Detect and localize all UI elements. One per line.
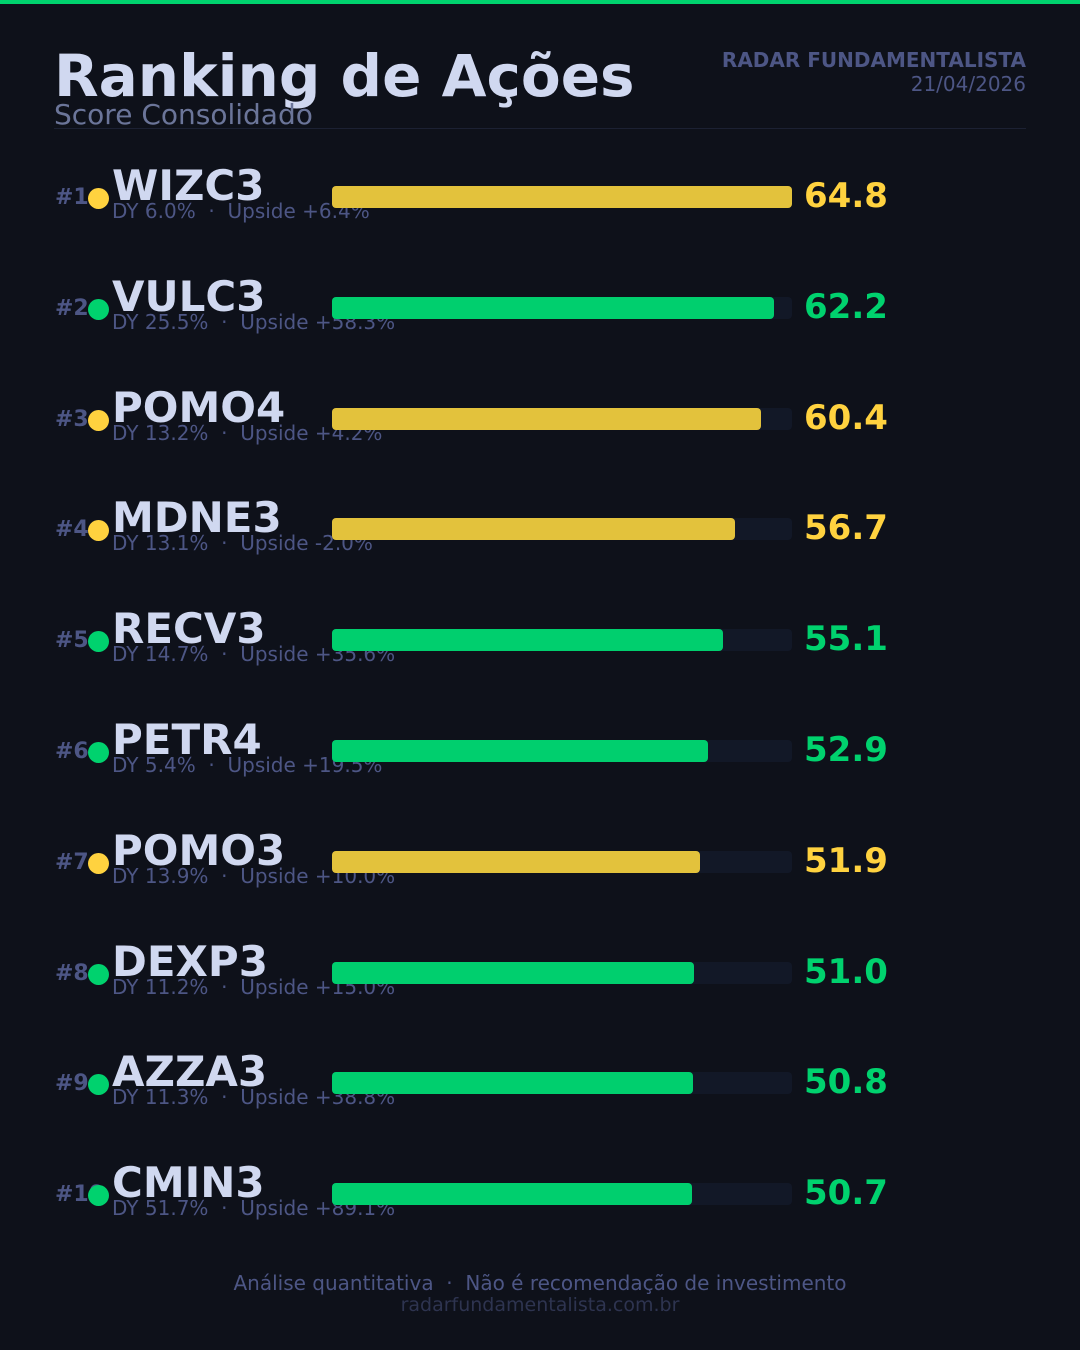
footer-disclaimer: Análise quantitativa · Não é recomendaçã… [233, 1271, 847, 1295]
ticker-label: VULC3 [112, 271, 266, 321]
page-title: Ranking de Ações [54, 42, 635, 110]
score-bar-fill [332, 518, 735, 541]
score-value: 55.1 [804, 619, 888, 660]
status-dot-icon [88, 1074, 109, 1096]
dy-upside-label: DY 5.4% · Upside +19.5% [112, 753, 383, 777]
score-bar-fill [332, 740, 708, 762]
dy-upside-label: DY 13.2% · Upside +4.2% [112, 420, 383, 445]
ticker-label: DEXP3 [112, 936, 268, 986]
ranking-row: #3 POMO4 DY 13.2% · Upside +4.2% 60.4 [0, 380, 1080, 460]
ranking-row: #10 CMIN3 DY 51.7% · Upside +89.1% 50.7 [0, 1155, 1080, 1235]
score-bar-track [332, 850, 792, 873]
rank-label: #6 [55, 739, 89, 764]
rank-label: #1 [55, 185, 89, 210]
score-value: 50.8 [804, 1062, 888, 1103]
status-dot-icon [88, 852, 109, 874]
ticker-label: MDNE3 [112, 493, 282, 543]
ranking-row: #9 AZZA3 DY 11.3% · Upside +38.8% 50.8 [0, 1044, 1080, 1124]
top-accent-bar [0, 0, 1080, 4]
rank-label: #3 [55, 406, 89, 432]
dy-upside-label: DY 51.7% · Upside +89.1% [112, 1196, 396, 1221]
score-bar-fill [332, 1072, 693, 1095]
ticker-label: POMO4 [112, 382, 286, 432]
status-dot-icon [88, 520, 109, 542]
status-dot-icon [88, 298, 109, 320]
header-divider [54, 128, 1026, 129]
score-bar-fill [332, 186, 792, 208]
score-bar-fill [332, 1183, 692, 1206]
ranking-row: #2 VULC3 DY 25.5% · Upside +58.3% 62.2 [0, 269, 1080, 349]
score-bar-fill [332, 961, 695, 984]
score-bar-track [332, 186, 792, 208]
ranking-row: #7 POMO3 DY 13.9% · Upside +10.0% 51.9 [0, 823, 1080, 903]
rank-label: #9 [55, 1071, 89, 1097]
ranking-row: #4 MDNE3 DY 13.1% · Upside -2.0% 56.7 [0, 490, 1080, 570]
score-bar-track [332, 296, 792, 319]
score-bar-fill [332, 850, 701, 873]
score-bar-fill [332, 629, 724, 652]
brand-name: RADAR FUNDAMENTALISTA [721, 48, 1026, 72]
score-bar-track [332, 629, 792, 652]
score-value: 56.7 [804, 508, 888, 549]
ranking-row: #6 PETR4 DY 5.4% · Upside +19.5% 52.9 [0, 712, 1080, 792]
score-value: 51.0 [804, 951, 888, 992]
report-date: 21/04/2026 [910, 72, 1026, 96]
page-subtitle: Score Consolidado [54, 98, 313, 131]
score-bar-fill [332, 407, 761, 430]
ticker-label: CMIN3 [112, 1158, 265, 1208]
dy-upside-label: DY 6.0% · Upside +6.4% [112, 199, 370, 223]
score-value: 64.8 [804, 176, 888, 216]
ticker-label: WIZC3 [112, 161, 265, 210]
rank-label: #2 [55, 295, 89, 321]
score-bar-track [332, 518, 792, 541]
status-dot-icon [88, 188, 109, 209]
score-bar-fill [332, 296, 774, 319]
score-bar-track [332, 740, 792, 762]
score-value: 50.7 [804, 1173, 888, 1214]
status-dot-icon [88, 742, 109, 763]
score-bar-track [332, 1183, 792, 1206]
score-value: 52.9 [804, 730, 888, 770]
ranking-row: #8 DEXP3 DY 11.2% · Upside +15.0% 51.0 [0, 934, 1080, 1014]
ranking-row: #5 RECV3 DY 14.7% · Upside +35.6% 55.1 [0, 601, 1080, 681]
score-bar-track [332, 1072, 792, 1095]
footer-website: radarfundamentalista.com.br [400, 1294, 680, 1316]
dy-upside-label: DY 11.3% · Upside +38.8% [112, 1085, 396, 1110]
status-dot-icon [88, 963, 109, 985]
ticker-label: RECV3 [112, 604, 266, 654]
ticker-label: PETR4 [112, 715, 262, 764]
status-dot-icon [88, 1185, 109, 1207]
score-bar-track [332, 961, 792, 984]
dy-upside-label: DY 13.1% · Upside -2.0% [112, 531, 373, 556]
status-dot-icon [88, 631, 109, 653]
rank-label: #8 [55, 960, 89, 986]
rank-label: #4 [55, 517, 89, 543]
score-value: 51.9 [804, 840, 888, 881]
ticker-label: POMO3 [112, 825, 286, 875]
rank-label: #7 [55, 849, 89, 875]
status-dot-icon [88, 409, 109, 431]
score-bar-track [332, 407, 792, 430]
ranking-row: #1 WIZC3 DY 6.0% · Upside +6.4% 64.8 [0, 158, 1080, 238]
ticker-label: AZZA3 [112, 1047, 268, 1097]
score-value: 60.4 [804, 397, 888, 438]
score-value: 62.2 [804, 286, 888, 327]
rank-label: #5 [55, 628, 89, 654]
